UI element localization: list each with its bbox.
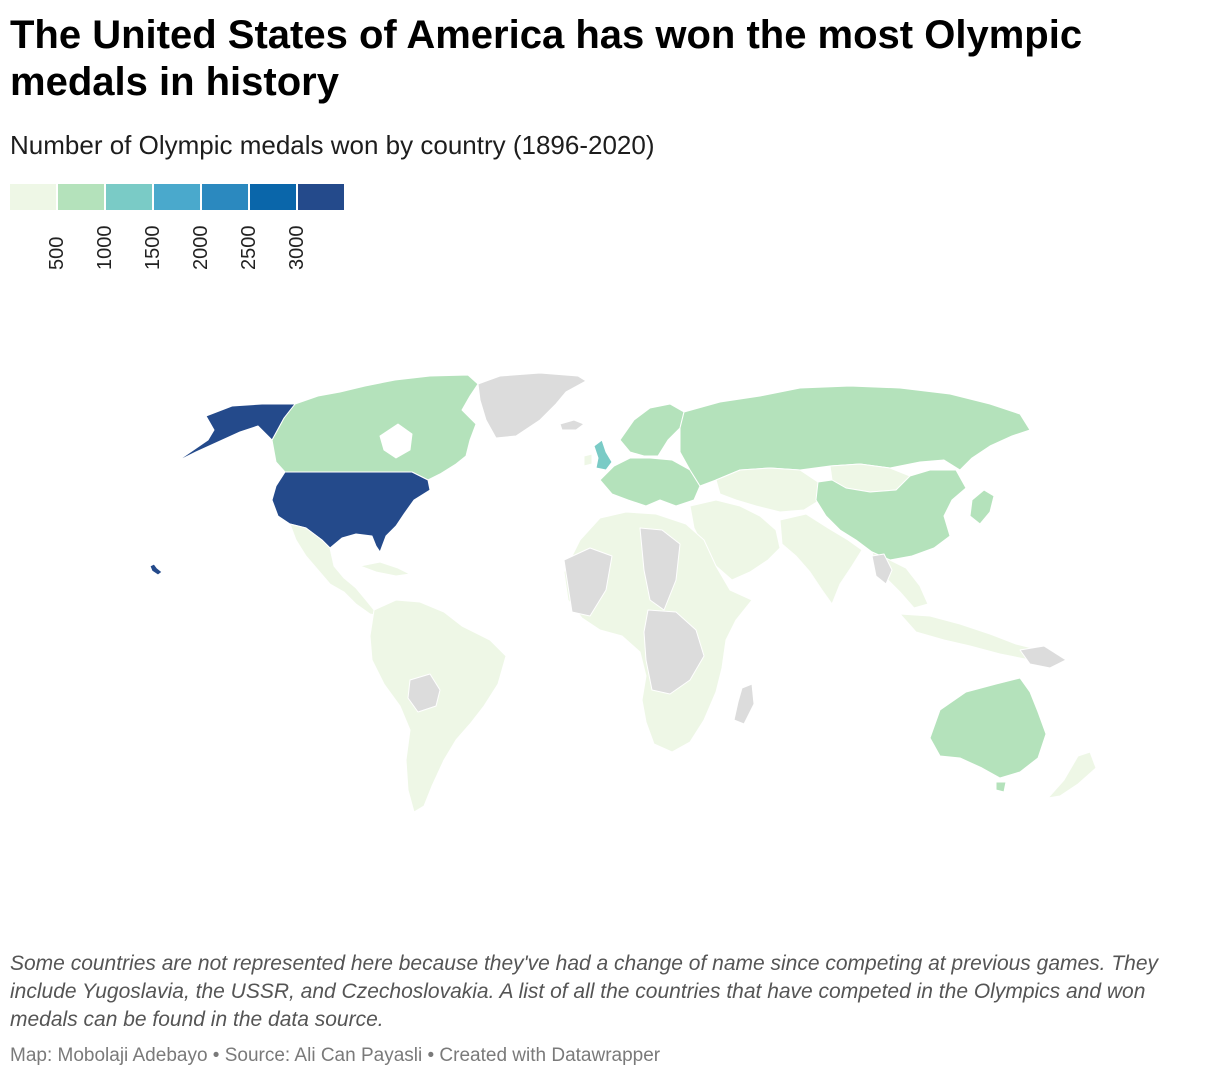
region-canada [271, 374, 479, 481]
region-australia [929, 677, 1047, 779]
world-map [149, 372, 1097, 813]
region-hudson-bay [379, 423, 413, 459]
credits-line: Map: Mobolaji Adebayo • Source: Ali Can … [10, 1045, 661, 1066]
legend-swatch-3 [106, 184, 152, 210]
region-indonesia [899, 613, 1041, 661]
legend-tick-1000: 1000 [94, 225, 116, 271]
legend-swatch-1 [10, 184, 56, 210]
chart-title: The United States of America has won the… [10, 13, 1083, 104]
region-ireland [583, 453, 593, 467]
region-iceland [559, 419, 585, 431]
region-south-america [369, 599, 507, 813]
footnote: Some countries are not represented here … [10, 952, 1159, 1031]
region-china [815, 469, 967, 561]
region-caribbean [359, 561, 411, 577]
legend-tick-2000: 2000 [190, 225, 212, 271]
legend-tick-500: 500 [46, 236, 68, 270]
region-scandinavia [619, 403, 685, 457]
legend-swatch-2 [58, 184, 104, 210]
region-myanmar-no-data [871, 553, 893, 585]
region-hawaii [149, 563, 163, 576]
region-new-zealand [1047, 751, 1097, 799]
region-united-kingdom [593, 439, 613, 471]
region-madagascar [733, 683, 755, 725]
legend-swatch-5 [202, 184, 248, 210]
region-congo-no-data [643, 609, 705, 695]
legend-swatch-6 [250, 184, 296, 210]
region-europe [599, 457, 701, 507]
region-papua-no-data [1019, 645, 1067, 669]
region-russia [679, 385, 1031, 487]
legend-tick-2500: 2500 [238, 225, 260, 271]
region-tasmania [995, 781, 1007, 793]
region-alaska [175, 403, 296, 463]
legend-swatch-4 [154, 184, 200, 210]
legend-swatch-7 [298, 184, 344, 210]
region-japan [969, 489, 995, 525]
region-south-asia [779, 513, 863, 605]
region-sahel-no-data [639, 527, 681, 611]
region-greenland [477, 372, 587, 439]
region-central-africa-no-data [563, 547, 613, 617]
region-bolivia-no-data [407, 673, 441, 713]
region-central-asia [715, 467, 821, 513]
chart-subtitle: Number of Olympic medals won by country … [10, 130, 655, 160]
legend-tick-1500: 1500 [142, 225, 164, 271]
color-legend: 500 1000 1500 2000 2500 3000 [10, 184, 350, 274]
legend-tick-3000: 3000 [286, 225, 308, 271]
